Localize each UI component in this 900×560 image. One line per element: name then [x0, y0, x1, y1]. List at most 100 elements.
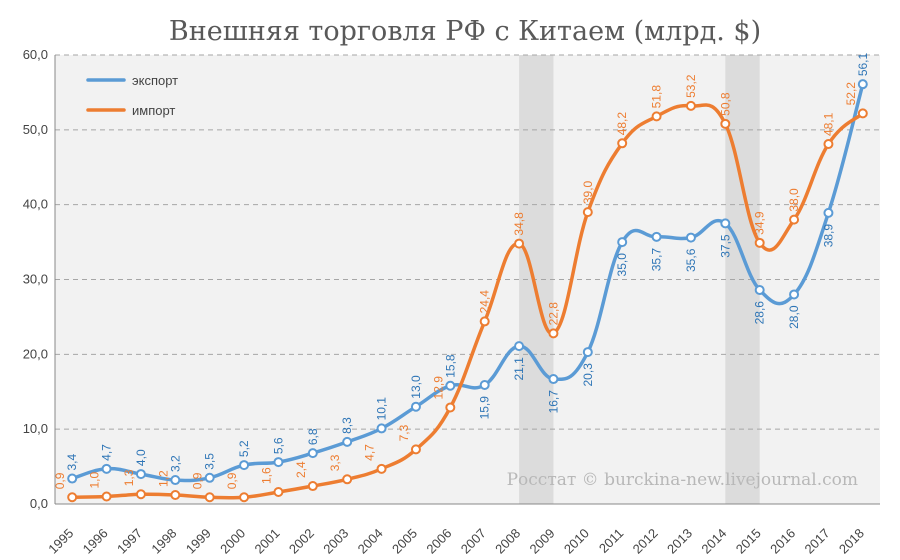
legend-label-2: импорт — [132, 103, 175, 118]
y-tick-label: 20,0 — [23, 346, 48, 361]
data-point — [273, 487, 284, 498]
data-label: 20,3 — [581, 363, 595, 387]
legend: экспорт импорт — [86, 73, 178, 118]
data-label: 13,0 — [409, 375, 423, 399]
data-label: 28,6 — [753, 301, 767, 325]
y-tick-label: 0,0 — [30, 496, 48, 511]
data-label: 24,4 — [478, 290, 492, 314]
data-point — [239, 460, 250, 471]
data-point — [617, 237, 628, 248]
data-label: 1,0 — [88, 472, 102, 489]
data-label: 51,8 — [650, 85, 664, 109]
x-tick-label: 2002 — [286, 526, 317, 557]
x-tick-label: 2009 — [527, 526, 558, 557]
data-label: 48,1 — [821, 112, 835, 136]
x-tick-label: 2013 — [664, 526, 695, 557]
data-point — [651, 111, 662, 122]
data-point — [135, 469, 146, 480]
data-point — [342, 436, 353, 447]
data-point — [342, 474, 353, 485]
x-tick-label: 2011 — [596, 526, 626, 556]
x-tick-label: 2000 — [217, 526, 248, 557]
x-tick-label: 2005 — [389, 526, 420, 557]
x-tick-label: 2003 — [320, 526, 351, 557]
data-point — [823, 207, 834, 218]
data-label: 34,8 — [512, 212, 526, 236]
data-label: 37,5 — [718, 234, 732, 258]
data-point — [273, 457, 284, 468]
x-tick-label: 2017 — [802, 526, 833, 557]
data-label: 56,1 — [856, 53, 870, 77]
data-point — [239, 492, 250, 503]
data-point — [135, 489, 146, 500]
data-point — [479, 380, 490, 391]
data-label: 53,2 — [684, 74, 698, 98]
data-point — [170, 490, 181, 501]
data-point — [307, 448, 318, 459]
x-tick-label: 1996 — [80, 526, 111, 557]
data-label: 3,2 — [168, 455, 182, 472]
data-point — [514, 238, 525, 249]
data-point — [789, 289, 800, 300]
x-tick-label: 2010 — [561, 526, 592, 557]
data-label: 7,3 — [397, 424, 411, 441]
data-point — [548, 374, 559, 385]
data-label: 28,0 — [787, 305, 801, 329]
data-point — [685, 232, 696, 243]
data-point — [410, 444, 421, 455]
data-label: 48,2 — [615, 112, 629, 136]
data-point — [754, 237, 765, 248]
data-point — [651, 231, 662, 242]
x-tick-label: 1998 — [148, 526, 179, 557]
y-tick-label: 30,0 — [23, 272, 48, 287]
data-point — [582, 207, 593, 218]
data-point — [67, 492, 78, 503]
data-label: 1,6 — [259, 467, 273, 484]
data-label: 16,7 — [546, 390, 560, 414]
data-point — [479, 316, 490, 327]
data-label: 5,2 — [237, 440, 251, 457]
data-label: 4,7 — [100, 444, 114, 461]
data-label: 21,1 — [512, 357, 526, 381]
data-label: 50,8 — [718, 92, 732, 116]
x-tick-label: 2014 — [698, 526, 729, 557]
data-label: 3,3 — [328, 454, 342, 471]
data-label: 35,6 — [684, 248, 698, 272]
data-label: 22,8 — [546, 302, 560, 326]
x-tick-labels: 1995 1996 1997 1998 1999 2000 2001 2002 2003 2004… — [45, 526, 867, 557]
data-point — [754, 284, 765, 295]
data-point — [514, 341, 525, 352]
y-tick-label: 50,0 — [23, 122, 48, 137]
data-label: 34,9 — [753, 211, 767, 235]
y-tick-label: 10,0 — [23, 421, 48, 436]
data-point — [857, 79, 868, 90]
data-labels: 3,40,94,71,04,01,33,21,23,50,95,20,95,61… — [53, 53, 870, 490]
data-label: 15,9 — [478, 396, 492, 420]
data-label: 4,0 — [134, 449, 148, 466]
x-tick-label: 1999 — [183, 526, 214, 557]
series-points — [67, 79, 868, 503]
x-tick-label: 2015 — [733, 526, 764, 557]
data-label: 1,3 — [122, 469, 136, 486]
data-label: 35,7 — [650, 248, 664, 272]
y-tick-label: 60,0 — [23, 47, 48, 62]
data-point — [445, 380, 456, 391]
y-tick-labels: 0,0 10,0 20,0 30,0 40,0 50,0 60,0 — [23, 47, 48, 511]
data-label: 39,0 — [581, 180, 595, 204]
y-tick-label: 40,0 — [23, 197, 48, 212]
data-point — [101, 491, 112, 502]
data-point — [307, 481, 318, 492]
data-point — [101, 463, 112, 474]
data-label: 4,7 — [363, 444, 377, 461]
data-point — [823, 139, 834, 150]
data-label: 3,4 — [65, 454, 79, 471]
data-point — [857, 108, 868, 119]
data-point — [410, 401, 421, 412]
x-tick-label: 2001 — [252, 526, 283, 557]
data-label: 0,9 — [53, 472, 67, 489]
x-tick-label: 2007 — [458, 526, 489, 557]
data-label: 5,6 — [271, 437, 285, 454]
x-tick-label: 2012 — [630, 526, 661, 557]
